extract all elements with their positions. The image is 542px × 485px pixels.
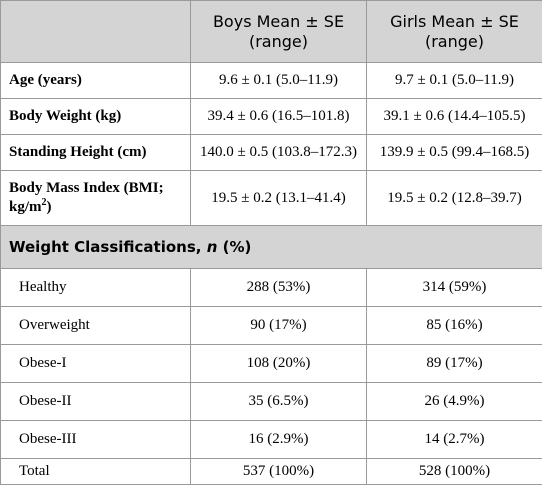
row-label: Total — [0, 458, 191, 485]
girls-value: 9.7 ± 0.1 (5.0–11.9) — [366, 62, 542, 99]
table-row: Healthy 288 (53%) 314 (59%) — [0, 268, 542, 307]
boys-value: 288 (53%) — [190, 268, 367, 307]
label-text: Obese-II — [19, 393, 72, 409]
boys-value: 39.4 ± 0.6 (16.5–101.8) — [190, 98, 367, 135]
table-row: Age (years) 9.6 ± 0.1 (5.0–11.9) 9.7 ± 0.1… — [0, 62, 542, 99]
section-row: Weight Classifications, n (%) — [0, 225, 542, 269]
boys-value: 19.5 ± 0.2 (13.1–41.4) — [190, 170, 367, 226]
girls-value: 314 (59%) — [366, 268, 542, 307]
label-text: Overweight — [19, 317, 90, 333]
row-label: Age (years) — [0, 62, 191, 99]
boys-value: 537 (100%) — [190, 458, 367, 485]
girls-value: 19.5 ± 0.2 (12.8–39.7) — [366, 170, 542, 226]
section-text: Weight Classifications, — [9, 238, 207, 256]
section-text: n — [206, 238, 218, 256]
row-label: Standing Height (cm) — [0, 134, 191, 171]
section-title: Weight Classifications, n (%) — [0, 225, 542, 269]
header-row: Boys Mean ± SE (range) Girls Mean ± SE (… — [0, 0, 542, 63]
label-text: Standing Height (cm) — [9, 144, 147, 160]
table-row: Body Weight (kg) 39.4 ± 0.6 (16.5–101.8) 3… — [0, 98, 542, 135]
girls-value: 26 (4.9%) — [366, 382, 542, 421]
label-superscript: 2 — [41, 197, 47, 208]
table-row: Obese-III 16 (2.9%) 14 (2.7%) — [0, 420, 542, 459]
header-cell: Girls Mean ± SE (range) — [366, 0, 542, 63]
label-text: Total — [19, 463, 50, 479]
row-label: Body Weight (kg) — [0, 98, 191, 135]
girls-value: 39.1 ± 0.6 (14.4–105.5) — [366, 98, 542, 135]
label-text: Obese-I — [19, 355, 67, 371]
header-cell: Boys Mean ± SE (range) — [190, 0, 367, 63]
label-text: Healthy — [19, 279, 67, 295]
table-row: Standing Height (cm) 140.0 ± 0.5 (103.8–1… — [0, 134, 542, 171]
boys-value: 90 (17%) — [190, 306, 367, 345]
table-row: Obese-II 35 (6.5%) 26 (4.9%) — [0, 382, 542, 421]
row-label: Obese-III — [0, 420, 191, 459]
girls-value: 14 (2.7%) — [366, 420, 542, 459]
girls-value: 85 (16%) — [366, 306, 542, 345]
row-label: Healthy — [0, 268, 191, 307]
girls-value: 139.9 ± 0.5 (99.4–168.5) — [366, 134, 542, 171]
label-text: Age (years) — [9, 72, 82, 88]
boys-value: 108 (20%) — [190, 344, 367, 383]
label-text: Body Mass Index (BMI; kg/m — [9, 180, 164, 215]
boys-value: 140.0 ± 0.5 (103.8–172.3) — [190, 134, 367, 171]
boys-value: 35 (6.5%) — [190, 382, 367, 421]
table-row: Body Mass Index (BMI; kg/m2) 19.5 ± 0.2 (… — [0, 170, 542, 226]
girls-value: 89 (17%) — [366, 344, 542, 383]
table-row: Obese-I 108 (20%) 89 (17%) — [0, 344, 542, 383]
girls-value: 528 (100%) — [366, 458, 542, 485]
boys-value: 16 (2.9%) — [190, 420, 367, 459]
table-row: Overweight 90 (17%) 85 (16%) — [0, 306, 542, 345]
header-cell — [0, 0, 191, 63]
label-text: Body Weight (kg) — [9, 108, 122, 124]
row-label: Body Mass Index (BMI; kg/m2) — [0, 170, 191, 226]
row-label: Overweight — [0, 306, 191, 345]
label-text: ) — [46, 199, 52, 215]
table-row: Total 537 (100%) 528 (100%) — [0, 458, 542, 485]
boys-value: 9.6 ± 0.1 (5.0–11.9) — [190, 62, 367, 99]
row-label: Obese-I — [0, 344, 191, 383]
label-text: Obese-III — [19, 431, 77, 447]
section-text: (%) — [217, 238, 252, 256]
row-label: Obese-II — [0, 382, 191, 421]
